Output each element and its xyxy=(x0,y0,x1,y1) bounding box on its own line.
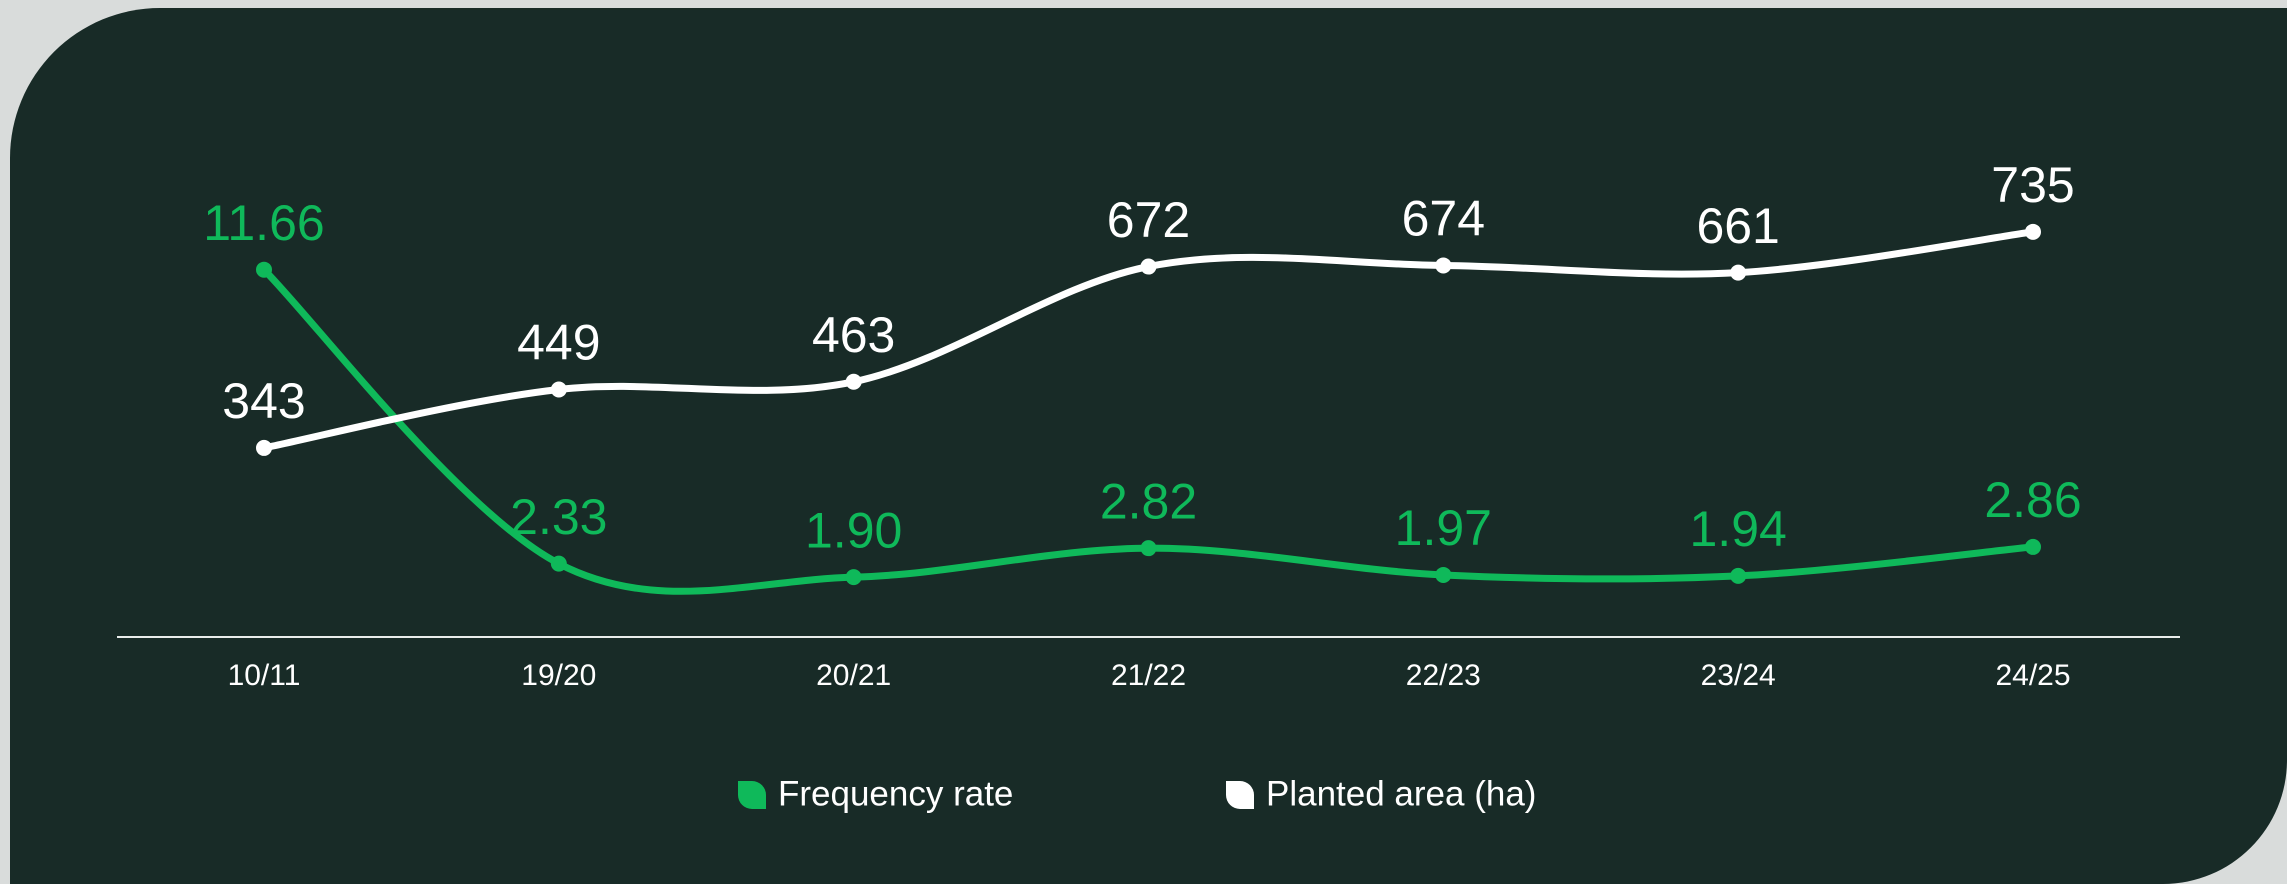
legend-label: Frequency rate xyxy=(778,774,1013,813)
data-label: 11.66 xyxy=(203,195,324,251)
data-label: 463 xyxy=(812,307,895,363)
data-point xyxy=(845,373,862,390)
legend-label: Planted area (ha) xyxy=(1266,774,1536,813)
data-point xyxy=(2025,538,2041,555)
data-label: 661 xyxy=(1696,198,1779,254)
data-point xyxy=(256,261,272,278)
data-label: 2.86 xyxy=(1984,472,2081,528)
panel xyxy=(10,8,2287,884)
x-tick-label: 23/24 xyxy=(1701,659,1776,692)
x-tick-label: 10/11 xyxy=(228,659,301,692)
data-point xyxy=(845,569,862,586)
data-label: 449 xyxy=(517,315,600,371)
data-point xyxy=(1140,258,1157,275)
data-label: 343 xyxy=(222,373,305,429)
data-label: 2.33 xyxy=(510,489,607,545)
data-point xyxy=(256,439,272,456)
legend-icon xyxy=(738,781,766,809)
x-tick-label: 21/22 xyxy=(1111,659,1186,692)
data-point xyxy=(1730,264,1747,281)
panel-corner xyxy=(2163,760,2287,884)
x-tick-label: 22/23 xyxy=(1406,659,1481,692)
x-tick-label: 19/20 xyxy=(521,659,596,692)
data-label: 2.82 xyxy=(1100,473,1197,529)
data-point xyxy=(1730,567,1747,584)
x-tick-label: 24/25 xyxy=(1995,659,2070,692)
data-point xyxy=(550,555,567,572)
data-label: 1.94 xyxy=(1690,501,1787,557)
data-point xyxy=(1435,566,1452,583)
data-point xyxy=(550,381,567,398)
data-label: 735 xyxy=(1991,157,2074,213)
data-label: 674 xyxy=(1402,191,1485,247)
data-point xyxy=(1435,257,1452,274)
legend-icon xyxy=(1226,781,1254,809)
x-tick-label: 20/21 xyxy=(816,659,891,692)
data-label: 1.97 xyxy=(1395,500,1492,556)
data-label: 1.90 xyxy=(805,502,902,558)
data-label: 672 xyxy=(1107,192,1190,248)
data-point xyxy=(2025,223,2041,240)
data-point xyxy=(1140,540,1157,557)
